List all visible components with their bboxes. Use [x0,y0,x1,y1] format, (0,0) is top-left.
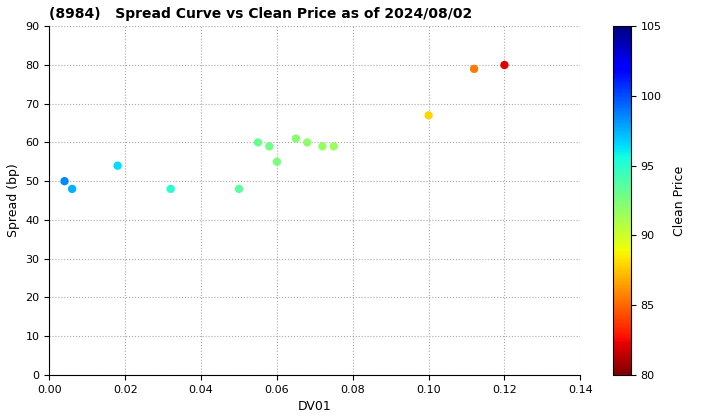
Y-axis label: Spread (bp): Spread (bp) [7,164,20,237]
Point [252,139,264,146]
Point [499,62,510,68]
Point [112,162,123,169]
Point [290,135,302,142]
Point [233,186,245,192]
Point [165,186,176,192]
Point [302,139,313,146]
Point [264,143,275,150]
Point [328,143,340,150]
Point [271,158,283,165]
Text: (8984)   Spread Curve vs Clean Price as of 2024/08/02: (8984) Spread Curve vs Clean Price as of… [50,7,472,21]
Point [59,178,71,184]
Point [469,66,480,72]
X-axis label: DV01: DV01 [298,400,332,413]
Y-axis label: Clean Price: Clean Price [672,165,685,236]
Point [66,186,78,192]
Point [317,143,328,150]
Point [423,112,434,119]
